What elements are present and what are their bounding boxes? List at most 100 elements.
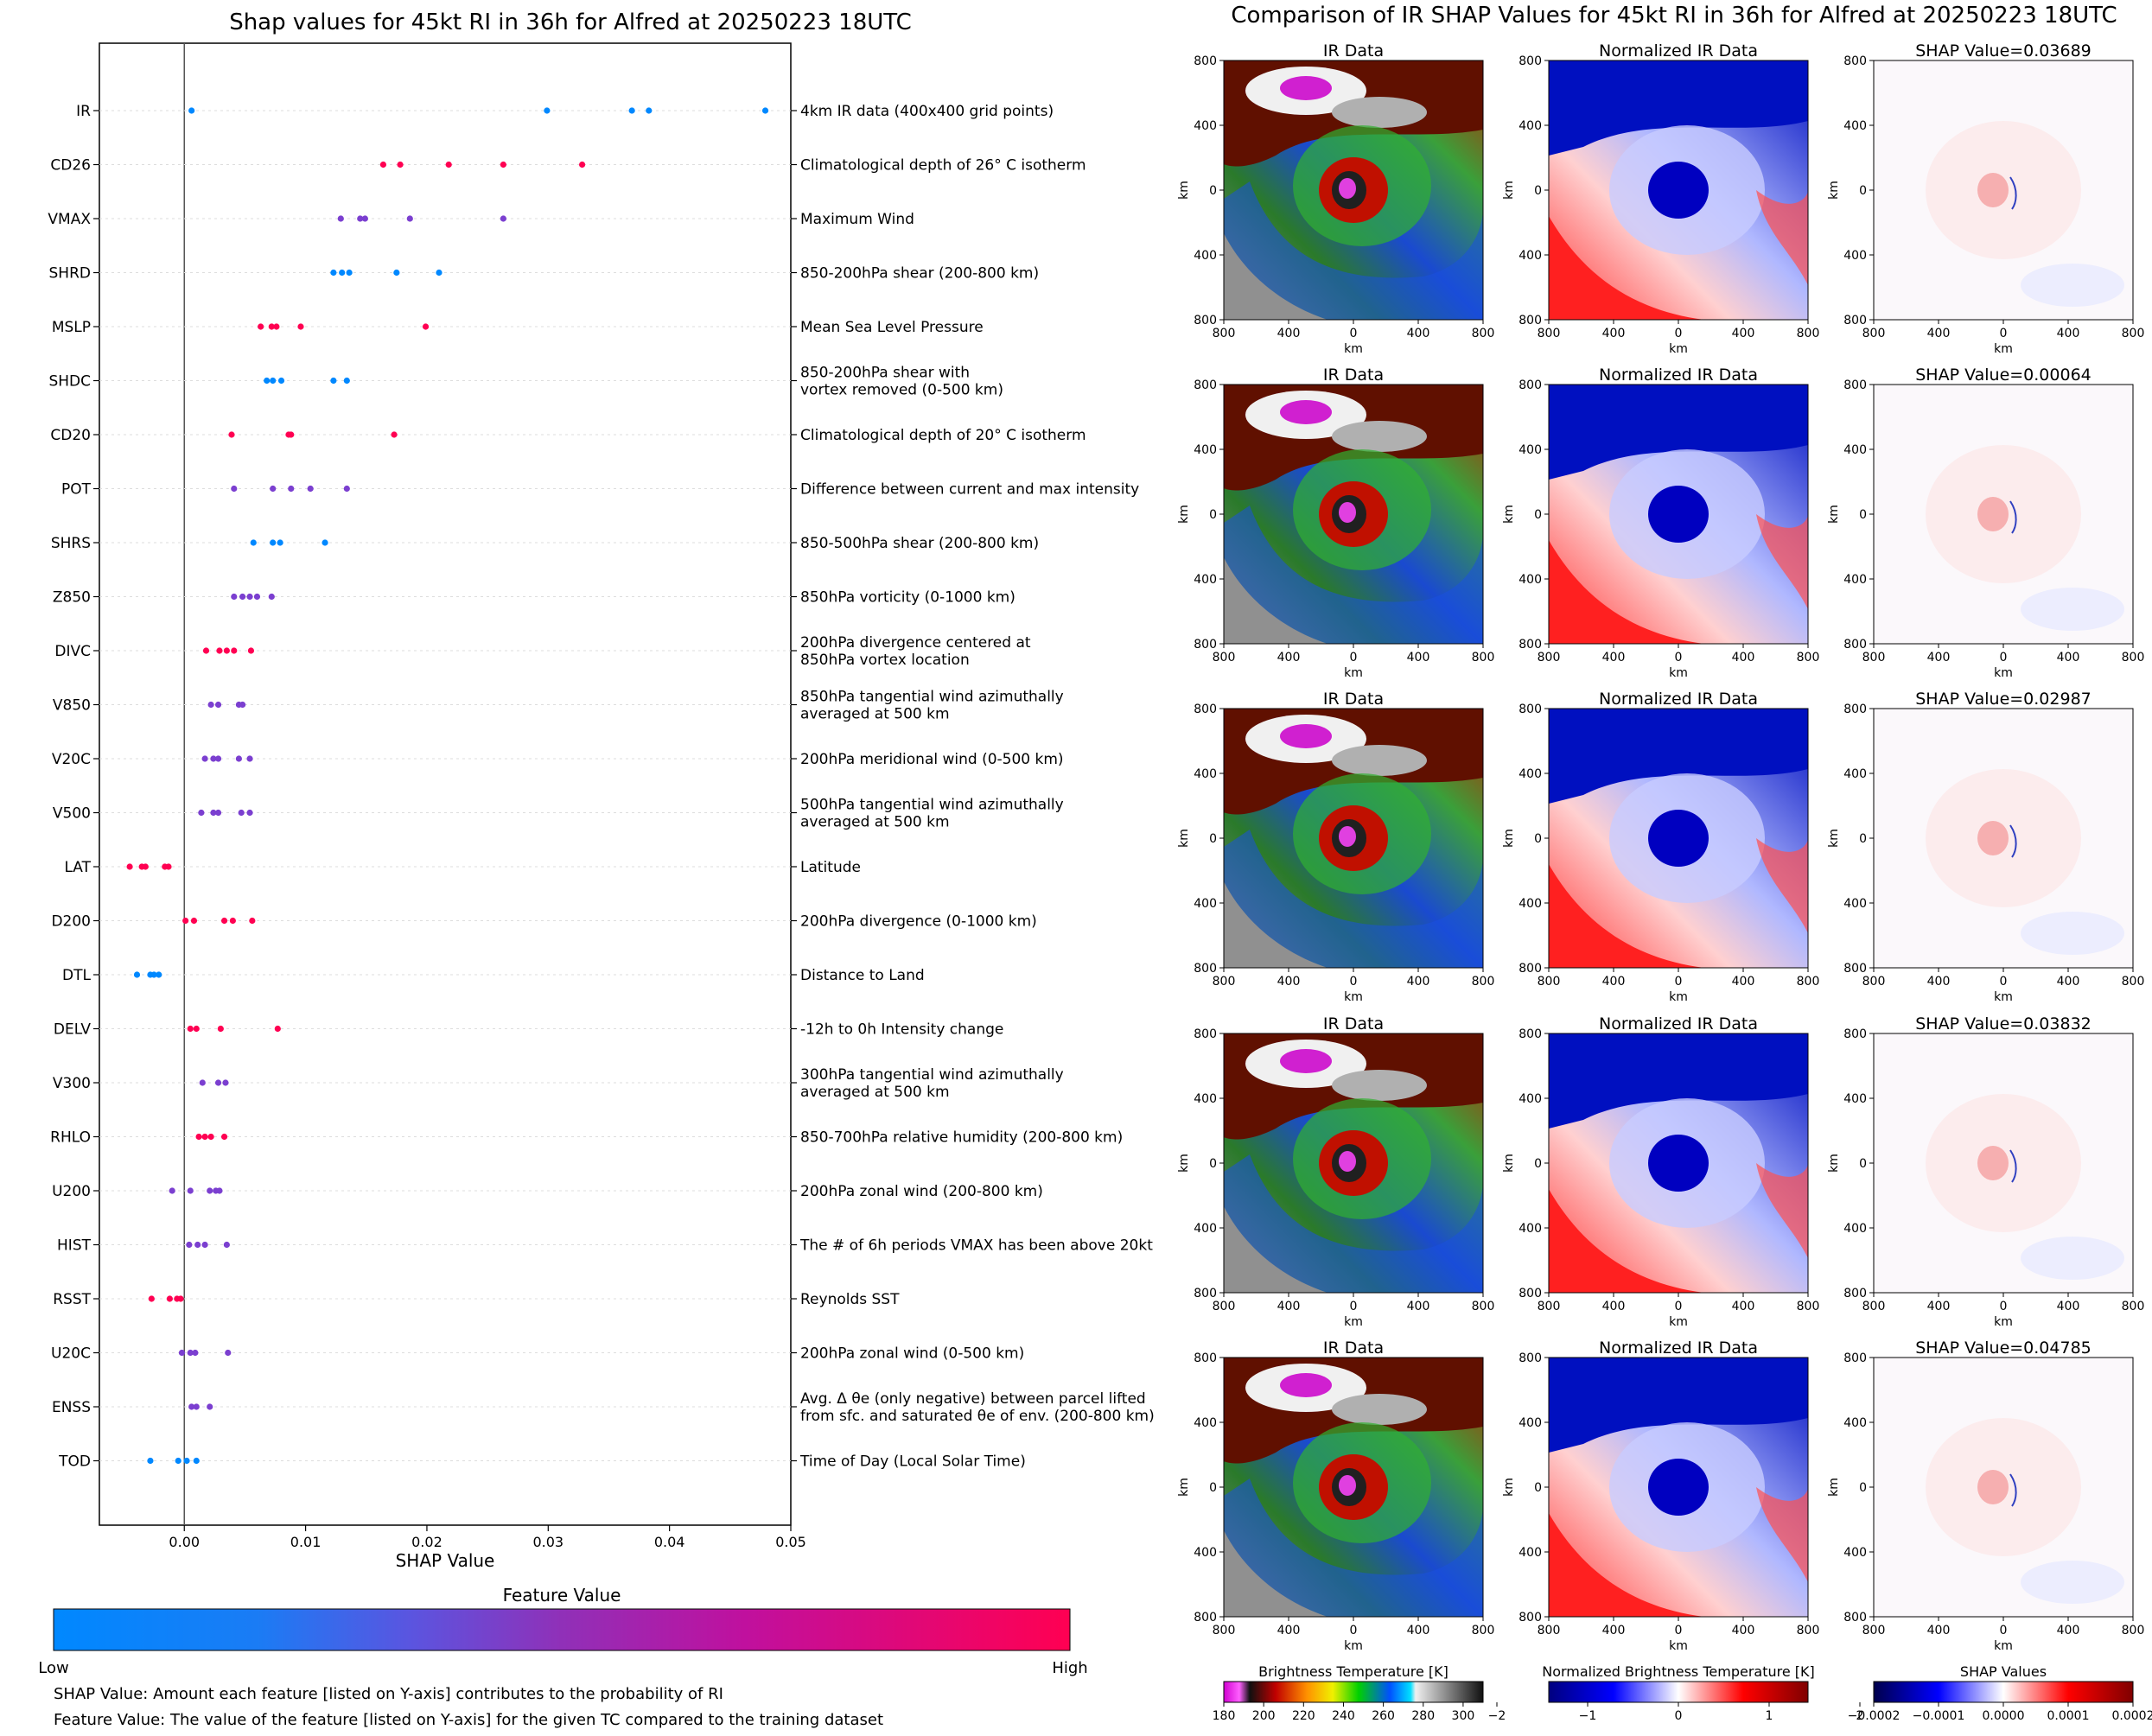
shap-point (133, 971, 141, 978)
panel-y-axis-label: km (1502, 181, 1516, 200)
shap-image (1873, 384, 2134, 645)
panel-y-tick-label: 0 (1859, 508, 1867, 522)
ir-panel-grid: IR Data Normalized IR Data SHAP Value=0.03… (1177, 41, 2144, 1653)
panel-x-axis-label: km (1994, 1315, 2013, 1329)
shap-point (288, 485, 295, 493)
colorbar-title: Feature Value (503, 1585, 621, 1606)
feature-description: 850-700hPa relative humidity (200-800 km… (800, 1129, 1123, 1147)
shap-point (216, 647, 223, 654)
panel-row: IR Data Normalized IR Data SHAP Value=0.02… (1177, 690, 2144, 1004)
panel-x-axis-label: km (1344, 1639, 1363, 1653)
shap-point (177, 1295, 184, 1302)
panel-y-axis-label: km (1827, 829, 1841, 848)
x-tick-label: 0.01 (290, 1534, 322, 1550)
panel-x-tick-label: 400 (1732, 975, 1755, 989)
panel-y-tick-label: 400 (1843, 119, 1867, 133)
panel-x-tick-label: 0 (1350, 1624, 1358, 1637)
shap-point (186, 1241, 193, 1249)
shap-point (393, 269, 400, 277)
colorbar-tick-label: 240 (1332, 1709, 1355, 1723)
shap-point (207, 1403, 213, 1410)
shap-point (198, 809, 205, 817)
feature-description: 850-500hPa shear (200-800 km) (800, 535, 1039, 552)
shap-point (253, 593, 261, 601)
panel-x-axis-label: km (1344, 666, 1363, 680)
panel-x-tick-label: 800 (1213, 975, 1236, 989)
shap-point (357, 215, 364, 222)
panel-y-tick-label: 0 (1859, 832, 1867, 846)
colorbar-tick-label: −2 (1488, 1709, 1506, 1723)
feature-description: Difference between current and max inten… (800, 481, 1139, 499)
panel-y-tick-label: 0 (1209, 1481, 1217, 1495)
feature-code-label: MSLP (52, 319, 91, 336)
shap-point (268, 323, 275, 330)
panel-x-tick-label: 0 (1350, 327, 1358, 340)
panel-y-tick-label: 0 (1859, 184, 1867, 198)
panel-x-tick-label: 800 (1472, 1624, 1495, 1637)
panel-y-tick-label: 400 (1194, 119, 1217, 133)
colorbar-low-label: Low (38, 1659, 68, 1677)
panel-y-tick-label: 400 (1843, 1222, 1867, 1236)
normalized-ir-image (1548, 708, 1809, 969)
shap-point (436, 269, 442, 277)
shap-point (339, 269, 346, 277)
shap-point (239, 701, 246, 709)
feature-code-label: SHRS (51, 535, 91, 552)
shap-point (175, 1457, 181, 1465)
colorbar-tick-label: 300 (1452, 1709, 1475, 1723)
panel-y-axis-label: km (1177, 1154, 1191, 1173)
normalized-ir-image (1548, 1357, 1809, 1618)
panel-y-tick-label: 0 (1859, 1157, 1867, 1171)
panel-x-axis-label: km (1994, 1639, 2013, 1653)
panel-y-tick-label: 400 (1843, 767, 1867, 781)
panel-y-tick-label: 400 (1518, 249, 1542, 263)
shap-panel-title: SHAP Value=0.00064 (1915, 366, 2092, 385)
panel-x-tick-label: 400 (2057, 1624, 2080, 1637)
normalized-ir-panel-title: Normalized IR Data (1599, 1014, 1758, 1033)
panel-x-tick-label: 400 (1732, 651, 1755, 665)
panel-x-axis-label: km (1994, 990, 2013, 1004)
plot-area (99, 42, 792, 1526)
panel-y-tick-label: 400 (1518, 1416, 1542, 1430)
panel-x-tick-label: 0 (2000, 651, 2008, 665)
brightness-temperature-colorbar (1223, 1681, 1484, 1703)
feature-code-label: ENSS (52, 1399, 91, 1416)
panel-x-axis-label: km (1344, 342, 1363, 356)
shap-point (270, 485, 277, 493)
panel-x-tick-label: 800 (1538, 1300, 1561, 1313)
feature-description: The # of 6h periods VMAX has been above … (799, 1237, 1153, 1255)
shap-point (187, 1025, 194, 1033)
panel-x-tick-label: 800 (1862, 975, 1886, 989)
panel-y-tick-label: 400 (1518, 443, 1542, 457)
panel-x-tick-label: 800 (2122, 1300, 2145, 1313)
shap-summary-plot: IR 4km IR data (400x400 grid points) CD26 C… (48, 42, 1155, 1550)
colorbar-tick-label: 1 (1766, 1709, 1773, 1723)
panel-x-tick-label: 400 (1277, 975, 1301, 989)
shap-point (178, 1349, 186, 1357)
feature-description: 200hPa divergence centered at (800, 634, 1031, 652)
feature-code-label: DTL (62, 967, 91, 984)
panel-y-tick-label: 800 (1518, 1611, 1542, 1625)
panel-x-tick-label: 800 (1862, 1300, 1886, 1313)
x-axis-label: SHAP Value (396, 1550, 495, 1571)
colorbar-tick-label: −0.0001 (1913, 1709, 1965, 1723)
panel-x-tick-label: 0 (1675, 327, 1683, 340)
panel-y-axis-label: km (1177, 1478, 1191, 1497)
shap-image (1873, 708, 2134, 969)
shap-point (214, 809, 222, 817)
panel-y-tick-label: 0 (1209, 508, 1217, 522)
shap-point (220, 1133, 228, 1141)
panel-x-tick-label: 400 (2057, 651, 2080, 665)
feature-code-label: POT (61, 481, 92, 499)
normalized-ir-panel-title: Normalized IR Data (1599, 1339, 1758, 1358)
feature-description: Climatological depth of 20° C isotherm (800, 427, 1086, 444)
panel-x-tick-label: 800 (1472, 1300, 1495, 1313)
feature-code-label: Z850 (53, 589, 91, 607)
feature-description: 850hPa vorticity (0-1000 km) (800, 589, 1016, 607)
panel-y-tick-label: 800 (1518, 703, 1542, 716)
panel-x-axis-label: km (1669, 1315, 1688, 1329)
feature-description: Reynolds SST (800, 1291, 900, 1308)
colorbar-tick-label: −0.0002 (1848, 1709, 1901, 1723)
shap-point (343, 485, 350, 493)
panel-y-tick-label: 400 (1194, 897, 1217, 911)
